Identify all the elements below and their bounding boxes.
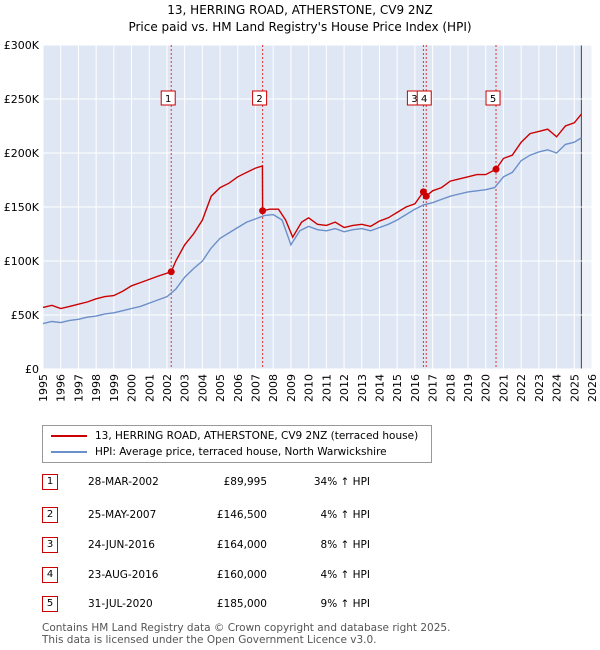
x-tick-label: 1997 xyxy=(72,374,85,402)
sale-date: 23-AUG-2016 xyxy=(88,569,159,581)
footer-licence: This data is licensed under the Open Gov… xyxy=(42,634,377,646)
y-tick-label: £250K xyxy=(4,93,40,106)
sale-hpi-change: 4% ↑ HPI xyxy=(320,509,370,521)
x-tick-label: 2011 xyxy=(320,374,333,402)
sale-label-box xyxy=(416,90,432,106)
legend-hpi-label: HPI: Average price, terraced house, Nort… xyxy=(95,446,387,458)
y-tick-label: £50K xyxy=(11,309,40,322)
sale-date: 25-MAY-2007 xyxy=(88,509,157,521)
x-tick-label: 2005 xyxy=(214,374,227,402)
x-tick-label: 2024 xyxy=(551,374,564,402)
sale-label-text: 1 xyxy=(165,94,171,105)
x-tick-label: 2018 xyxy=(444,374,457,402)
x-tick-label: 2019 xyxy=(462,374,475,402)
x-tick-label: 2026 xyxy=(586,374,599,402)
x-tick-label: 1996 xyxy=(55,374,68,402)
x-tick-label: 2004 xyxy=(196,374,209,402)
x-tick-label: 2023 xyxy=(533,374,546,402)
sale-hpi-change: 9% ↑ HPI xyxy=(320,598,370,610)
sale-label-box xyxy=(252,90,268,106)
x-tick-label: 1999 xyxy=(108,374,121,402)
x-tick-label: 2012 xyxy=(338,374,351,402)
sale-hpi-change: 34% ↑ HPI xyxy=(313,476,370,488)
x-tick-label: 2020 xyxy=(480,374,493,402)
sale-hpi-change: 4% ↑ HPI xyxy=(320,569,370,581)
sale-date: 28-MAR-2002 xyxy=(88,476,159,488)
y-tick-label: £0 xyxy=(25,363,39,376)
legend-price-label: 13, HERRING ROAD, ATHERSTONE, CV9 2NZ (t… xyxy=(95,430,419,442)
sale-label-text: 4 xyxy=(421,94,427,105)
x-tick-label: 2016 xyxy=(409,374,422,402)
sale-label-box xyxy=(160,90,176,106)
price-chart: £0 £50K £100K £150K £200K £250K £300K 1995 1996 1… xyxy=(4,39,599,402)
sale-hpi-change: 8% ↑ HPI xyxy=(320,539,370,551)
x-tick-label: 2015 xyxy=(391,374,404,402)
footer-copyright: Contains HM Land Registry data © Crown c… xyxy=(42,622,451,634)
sale-point xyxy=(422,192,430,200)
legend: 13, HERRING ROAD, ATHERSTONE, CV9 2NZ (t… xyxy=(42,425,432,463)
sale-point xyxy=(492,165,500,173)
price-paid-line xyxy=(42,113,582,310)
sale-price: £164,000 xyxy=(216,539,267,551)
sale-label-box xyxy=(485,90,501,106)
x-tick-label: 2022 xyxy=(515,374,528,402)
sale-price: £160,000 xyxy=(216,569,267,581)
sale-number-badge: 1 xyxy=(42,474,58,490)
x-tick-label: 2002 xyxy=(161,374,174,402)
sale-label-text: 5 xyxy=(490,94,496,105)
x-tick-label: 2001 xyxy=(143,374,156,402)
x-tick-label: 2008 xyxy=(267,374,280,402)
x-tick-label: 2010 xyxy=(303,374,316,402)
x-tick-label: 1998 xyxy=(90,374,103,402)
sale-date: 24-JUN-2016 xyxy=(88,539,155,551)
sale-price: £89,995 xyxy=(223,476,267,488)
legend-hpi-swatch xyxy=(51,451,87,453)
sale-number-badge: 2 xyxy=(42,507,58,523)
sale-number-badge: 3 xyxy=(42,537,58,553)
sale-point xyxy=(167,268,175,276)
x-tick-label: 2009 xyxy=(285,374,298,402)
hpi-line xyxy=(42,137,582,325)
y-tick-label: £150K xyxy=(4,201,40,214)
sale-date: 31-JUL-2020 xyxy=(88,598,153,610)
legend-price-swatch xyxy=(51,435,87,437)
sale-number-badge: 5 xyxy=(42,596,58,612)
y-tick-label: £200K xyxy=(4,147,40,160)
y-tick-label: £300K xyxy=(4,39,40,52)
sale-label-text: 3 xyxy=(411,94,417,105)
x-tick-label: 2003 xyxy=(179,374,192,402)
x-tick-label: 2021 xyxy=(497,374,510,402)
y-tick-label: £100K xyxy=(4,255,40,268)
x-tick-label: 2000 xyxy=(126,374,139,402)
x-tick-label: 2013 xyxy=(356,374,369,402)
chart-title: 13, HERRING ROAD, ATHERSTONE, CV9 2NZ xyxy=(167,3,433,17)
x-tick-label: 2025 xyxy=(568,374,581,402)
sale-price: £146,500 xyxy=(216,509,267,521)
x-tick-label: 1995 xyxy=(37,374,50,402)
chart-subtitle: Price paid vs. HM Land Registry's House … xyxy=(128,20,472,34)
sale-label-text: 2 xyxy=(256,94,262,105)
sale-price: £185,000 xyxy=(216,598,267,610)
sale-number-badge: 4 xyxy=(42,567,58,583)
sale-point xyxy=(259,207,267,215)
x-tick-label: 2007 xyxy=(250,374,263,402)
x-tick-label: 2017 xyxy=(427,374,440,402)
x-tick-label: 2014 xyxy=(373,374,386,402)
x-tick-label: 2006 xyxy=(232,374,245,402)
